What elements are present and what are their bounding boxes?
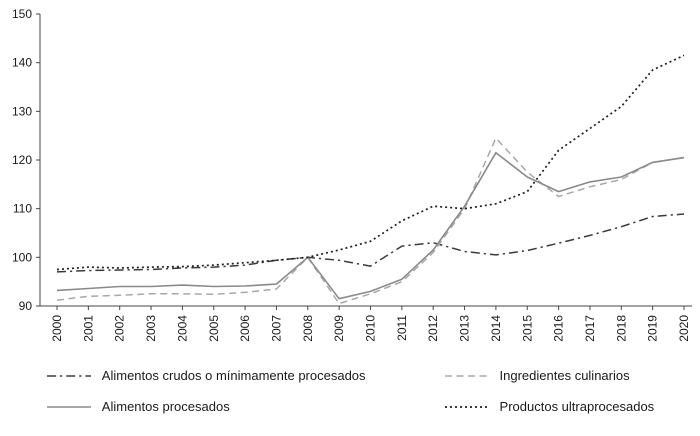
svg-text:2011: 2011 — [395, 315, 409, 341]
svg-text:2017: 2017 — [583, 315, 597, 342]
dashed-line-icon — [444, 374, 489, 377]
svg-text:100: 100 — [12, 250, 32, 264]
svg-text:2016: 2016 — [552, 315, 566, 342]
svg-text:2000: 2000 — [50, 315, 64, 342]
svg-text:2003: 2003 — [144, 315, 158, 342]
legend-label-crudos: Alimentos crudos o mínimamente procesado… — [101, 368, 366, 383]
chart-plot-area: 90 100 110 120 130 140 150 2000 2001 2002 2003 2004… — [12, 7, 692, 342]
svg-text:2001: 2001 — [81, 315, 95, 342]
svg-text:2013: 2013 — [458, 315, 472, 342]
legend-item-ultraprocesados: Productos ultraprocesados — [444, 399, 655, 414]
svg-text:2007: 2007 — [269, 315, 283, 342]
svg-text:140: 140 — [12, 56, 32, 70]
svg-text:2014: 2014 — [489, 315, 503, 342]
dashdot-line-icon — [46, 374, 91, 377]
svg-text:2008: 2008 — [301, 315, 315, 342]
svg-text:120: 120 — [12, 153, 32, 167]
chart-legend: Alimentos crudos o mínimamente procesado… — [0, 368, 700, 414]
legend-label-procesados: Alimentos procesados — [101, 399, 230, 414]
svg-text:2015: 2015 — [520, 315, 534, 342]
dotted-line-icon — [444, 405, 489, 408]
legend-item-ingredientes: Ingredientes culinarios — [444, 368, 655, 383]
legend-label-ingredientes: Ingredientes culinarios — [499, 368, 630, 383]
svg-text:150: 150 — [12, 7, 32, 21]
svg-text:2009: 2009 — [332, 315, 346, 342]
svg-text:130: 130 — [12, 104, 32, 118]
legend-label-ultraprocesados: Productos ultraprocesados — [499, 399, 655, 414]
solid-line-icon — [46, 405, 91, 408]
svg-text:2005: 2005 — [207, 315, 221, 342]
svg-text:2004: 2004 — [175, 315, 189, 342]
svg-text:110: 110 — [13, 202, 32, 216]
svg-text:2010: 2010 — [364, 315, 378, 342]
svg-text:2012: 2012 — [426, 315, 440, 342]
svg-text:2006: 2006 — [238, 315, 252, 342]
svg-text:2019: 2019 — [646, 315, 660, 342]
legend-item-procesados: Alimentos procesados — [46, 399, 366, 414]
legend-item-crudos: Alimentos crudos o mínimamente procesado… — [46, 368, 366, 383]
svg-text:90: 90 — [19, 299, 33, 313]
svg-text:2018: 2018 — [614, 315, 628, 342]
svg-text:2002: 2002 — [113, 315, 127, 342]
svg-text:2020: 2020 — [677, 315, 691, 342]
